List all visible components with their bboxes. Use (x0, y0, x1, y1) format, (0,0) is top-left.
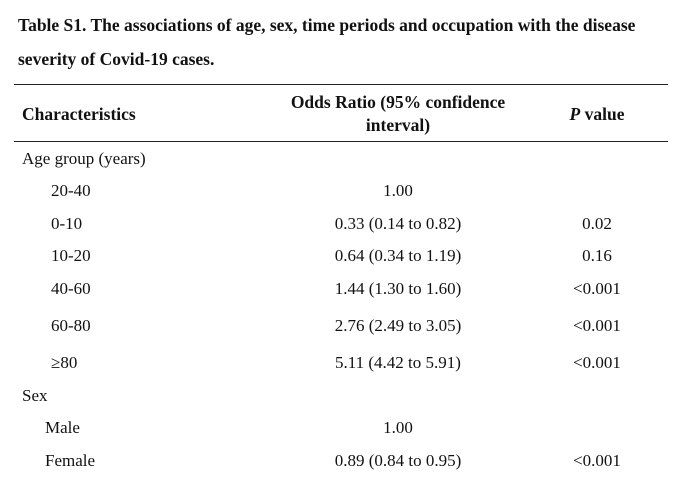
row-p-value: <0.001 (573, 316, 621, 335)
row-label: 0-10 (51, 214, 83, 233)
table-row: Female 0.89 (0.84 to 0.95) <0.001 (0, 448, 680, 474)
table-caption-line-1: Table S1. The associations of age, sex, … (18, 15, 636, 35)
row-p-value: <0.001 (573, 451, 621, 470)
table-caption-line-2: severity of Covid-19 cases. (18, 49, 215, 69)
table-row: Sex (0, 383, 680, 409)
row-odds-ratio: 1.44 (1.30 to 1.60) (334, 279, 462, 298)
table-row: Age group (years) (0, 146, 680, 172)
row-odds-ratio: 0.64 (0.34 to 1.19) (334, 246, 462, 265)
row-p-value: 0.02 (582, 214, 612, 233)
row-label: 60-80 (51, 316, 91, 335)
row-label: Female (45, 451, 96, 470)
table-row: 40-60 1.44 (1.30 to 1.60) <0.001 (0, 276, 680, 302)
row-odds-ratio: 0.89 (0.84 to 0.95) (334, 451, 462, 470)
row-label: Male (45, 418, 80, 437)
header-p-value-symbol: P (569, 104, 581, 124)
header-odds-ratio-line-2: interval) (365, 115, 431, 135)
header-odds-ratio-line-1: Odds Ratio (95% confidence (290, 92, 506, 112)
row-odds-ratio: 1.00 (383, 418, 413, 437)
table-caption: Table S1. The associations of age, sex, … (18, 8, 670, 76)
header-p-value: P value (548, 103, 646, 126)
table-top-rule (14, 84, 668, 85)
row-label: 20-40 (51, 181, 91, 200)
row-label: 10-20 (51, 246, 91, 265)
table-row: 10-20 0.64 (0.34 to 1.19) 0.16 (0, 243, 680, 269)
row-label: 40-60 (51, 279, 91, 298)
row-label: Sex (22, 386, 48, 405)
header-characteristics: Characteristics (22, 104, 136, 124)
row-p-value: 0.16 (582, 246, 612, 265)
table-row: ≥80 5.11 (4.42 to 5.91) <0.001 (0, 350, 680, 376)
row-p-value: <0.001 (573, 279, 621, 298)
table-row: 20-40 1.00 (0, 178, 680, 204)
table-row: Male 1.00 (0, 415, 680, 441)
row-p-value: <0.001 (573, 353, 621, 372)
row-label: Age group (years) (22, 149, 146, 168)
row-label: ≥80 (51, 353, 78, 372)
row-odds-ratio: 0.33 (0.14 to 0.82) (334, 214, 462, 233)
table-row: 0-10 0.33 (0.14 to 0.82) 0.02 (0, 211, 680, 237)
row-odds-ratio: 5.11 (4.42 to 5.91) (335, 353, 461, 372)
table-header-rule (14, 141, 668, 142)
row-odds-ratio: 1.00 (383, 181, 413, 200)
header-odds-ratio: Odds Ratio (95% confidence interval) (270, 91, 526, 137)
header-p-value-word: value (580, 104, 625, 124)
row-odds-ratio: 2.76 (2.49 to 3.05) (334, 316, 462, 335)
table-row: 60-80 2.76 (2.49 to 3.05) <0.001 (0, 313, 680, 339)
